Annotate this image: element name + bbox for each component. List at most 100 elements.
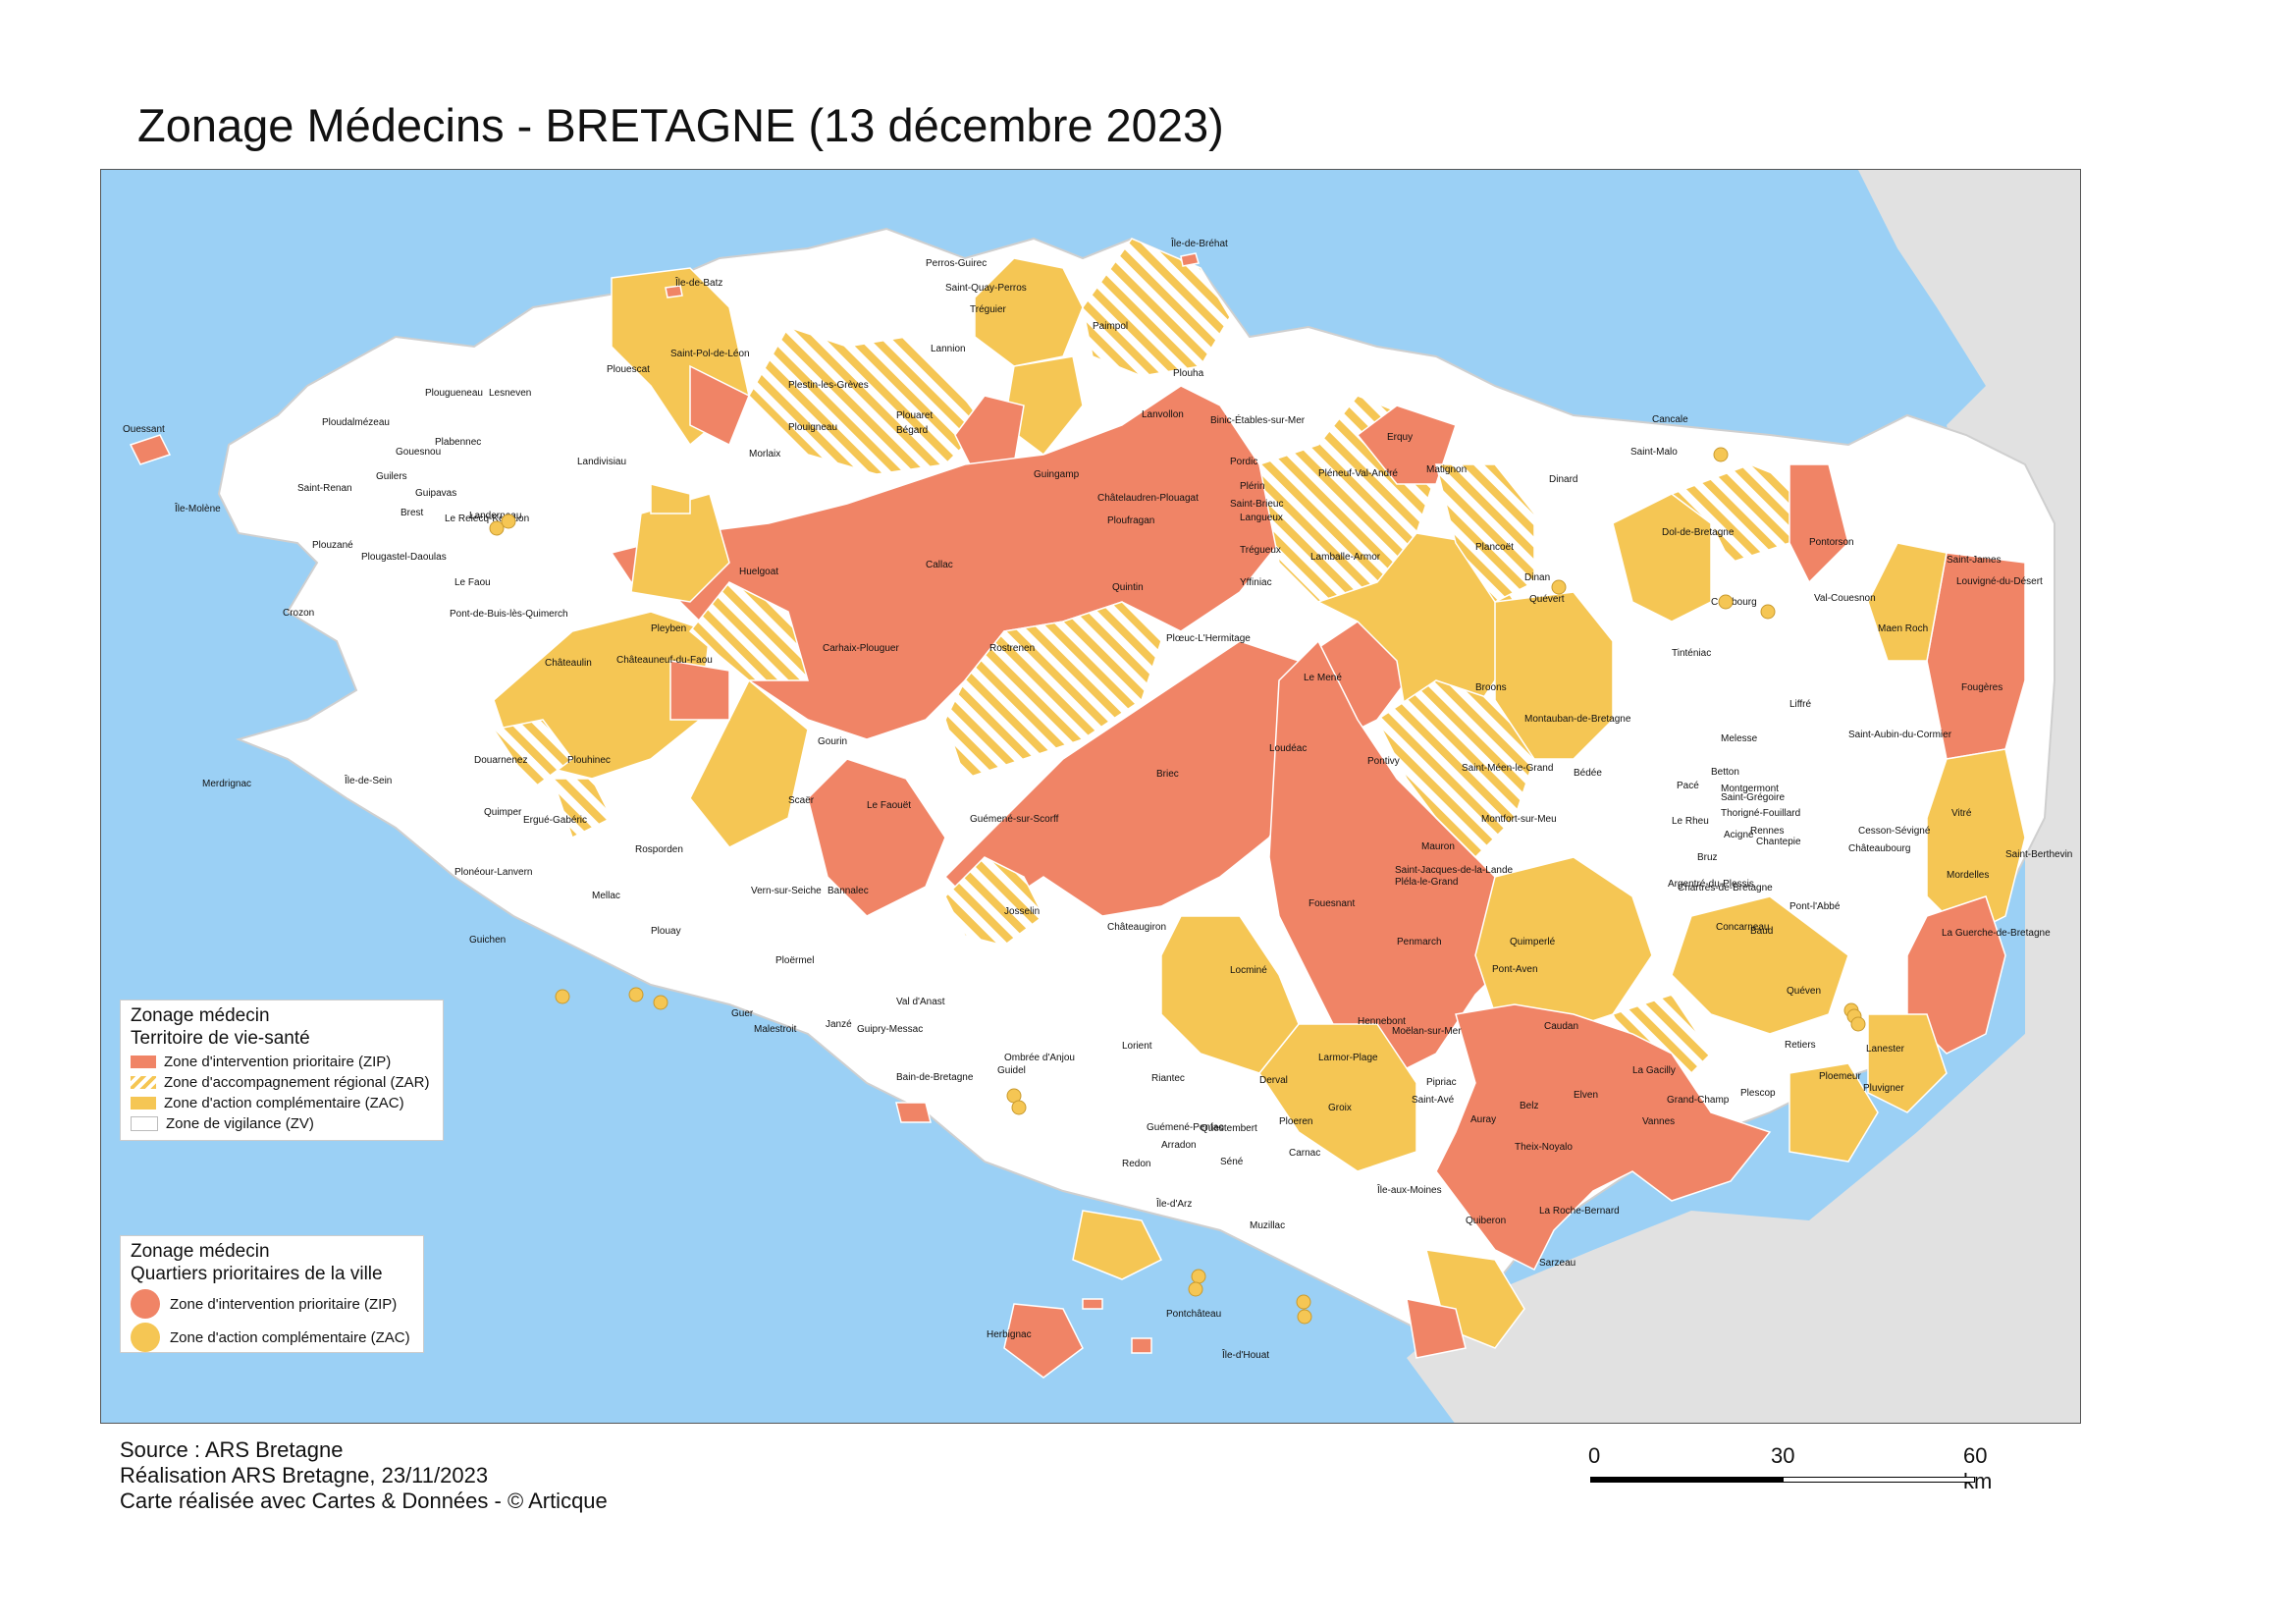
qpv-marker [1011, 1100, 1027, 1115]
place-label: Maen Roch [1878, 623, 1928, 634]
place-label: Broons [1475, 682, 1507, 693]
place-label: Ploudalmézeau [322, 417, 390, 428]
place-label: Betton [1711, 767, 1739, 778]
place-label: Saint-Pol-de-Léon [670, 349, 750, 359]
place-label: Larmor-Plage [1318, 1053, 1378, 1063]
zip-zone-29 [1906, 895, 2006, 1055]
place-label: Quévert [1529, 594, 1565, 605]
place-label: Sarzeau [1539, 1258, 1575, 1269]
place-label: Le Faou [454, 577, 491, 588]
place-label: Quiberon [1466, 1216, 1506, 1226]
place-label: Châtelaudren-Plouagat [1097, 493, 1199, 504]
place-label: Pléneuf-Val-André [1318, 468, 1398, 479]
place-label: Thorigné-Fouillard [1721, 808, 1800, 819]
place-label: Saint-Brieuc [1230, 499, 1283, 510]
legend-quartiers-heading: Zonage médecin [131, 1241, 270, 1262]
place-label: Saint-Aubin-du-Cormier [1848, 730, 1952, 740]
place-label: Hœdic [101, 170, 130, 173]
place-label: Paimpol [1093, 321, 1128, 332]
place-label: Locminé [1230, 965, 1267, 976]
qpv-marker [1191, 1269, 1206, 1284]
map-frame: Île-de-Bréhat Perros-Guirec Île-de-Batz Sai… [100, 169, 2081, 1424]
place-label: Rosporden [635, 844, 683, 855]
place-label: Acigné [1724, 830, 1754, 840]
place-label: Plougueneau [425, 388, 483, 399]
zip-zone-46 [895, 1102, 932, 1123]
credits-realisation: Réalisation ARS Bretagne, 23/11/2023 [120, 1463, 489, 1488]
place-label: Ploërmel [775, 955, 814, 966]
place-label: Loudéac [1269, 743, 1307, 754]
place-label: Ploeren [1279, 1116, 1312, 1127]
place-label: Janzé [826, 1019, 852, 1030]
place-label: Bégard [896, 425, 928, 436]
qpv-marker [1713, 447, 1729, 462]
place-label: Guidel [997, 1065, 1026, 1076]
place-label: Plouzané [312, 540, 353, 551]
place-label: Derval [1259, 1075, 1288, 1086]
place-label: Ombrée d'Anjou [1004, 1053, 1075, 1063]
place-label: Carhaix-Plouguer [823, 643, 899, 654]
neighbour-region-pays-de-la-loire [1407, 1034, 2025, 1423]
place-label: Erquy [1387, 432, 1413, 443]
legend-territoire-subheading: Territoire de vie-santé [131, 1028, 310, 1049]
place-label: Plœuc-L'Hermitage [1166, 633, 1251, 644]
place-label: Montgermont [1721, 784, 1779, 794]
place-label: Callac [926, 560, 953, 570]
place-label: Elven [1574, 1090, 1598, 1101]
place-label: Pontorson [1809, 537, 1854, 548]
place-label: Guingamp [1034, 469, 1080, 480]
place-label: Montfort-sur-Meu [1481, 814, 1557, 825]
legend-item-qpv-zac: Zone d'action complémentaire (ZAC) [131, 1323, 413, 1352]
place-label: Saint-Jacques-de-la-Lande [1395, 865, 1514, 876]
qpv-marker [1296, 1294, 1311, 1310]
qpv-marker [1718, 594, 1734, 610]
place-label: Josselin [1004, 906, 1040, 917]
place-label: Rennes [1750, 826, 1784, 837]
qpv-marker [1551, 579, 1567, 595]
place-label: Pont-l'Abbé [1789, 901, 1841, 912]
credits-software: Carte réalisée avec Cartes & Données - ©… [120, 1489, 608, 1513]
qpv-marker [1297, 1309, 1312, 1325]
place-label: Île-de-Batz [674, 276, 722, 289]
legend-territoire: Zonage médecin Territoire de vie-santé Z… [120, 1000, 444, 1141]
place-label: Pont-Aven [1492, 964, 1538, 975]
place-label: Muzillac [1250, 1220, 1285, 1231]
place-label: Plérin [1240, 481, 1265, 492]
place-label: Bruz [1697, 852, 1718, 863]
place-label: Le Faouët [867, 800, 911, 811]
credits: Source : ARS Bretagne Réalisation ARS Br… [120, 1437, 608, 1514]
place-label: Quéven [1787, 986, 1821, 997]
place-label: Bain-de-Bretagne [896, 1072, 974, 1083]
legend-item-qpv-zip: Zone d'intervention prioritaire (ZIP) [131, 1289, 413, 1319]
place-label: Merdrignac [202, 779, 251, 789]
qpv-marker [628, 987, 644, 1002]
zac-zone-30 [1671, 895, 1849, 1035]
place-label: Bannalec [828, 886, 869, 896]
zar-zone-3 [1082, 238, 1231, 377]
place-label: Caudan [1544, 1021, 1578, 1032]
place-label: Chantepie [1756, 837, 1801, 847]
zar-zone-21 [1435, 463, 1535, 603]
place-label: Plancoët [1475, 542, 1514, 553]
place-label: Mellac [592, 891, 620, 901]
scale-label-60: 60 km [1963, 1443, 1993, 1493]
legend-item-zac: Zone d'action complémentaire (ZAC) [131, 1095, 433, 1111]
place-label: Plonéour-Lanvern [454, 867, 533, 878]
place-label: Plouay [651, 926, 681, 937]
legend-quartiers: Zonage médecin Quartiers prioritaires de… [120, 1235, 424, 1353]
qpv-marker [1760, 604, 1776, 620]
zip-zone-25 [1789, 463, 1849, 584]
zip-zone-48 [1082, 1298, 1103, 1310]
qpv-marker [1850, 1016, 1866, 1032]
zar-zone-41 [551, 778, 614, 839]
place-label: Crozon [283, 608, 314, 619]
place-label: Cancale [1652, 414, 1688, 425]
place-label: Guémené-Penfao [1147, 1122, 1224, 1133]
place-label: Plouaret [896, 410, 933, 421]
place-label: Le Rheu [1672, 816, 1709, 827]
place-label: Pleyben [651, 623, 686, 634]
place-label: Plestin-les-Grèves [788, 380, 869, 391]
place-label: Yffiniac [1240, 577, 1272, 588]
place-label: Baud [1750, 926, 1773, 937]
place-label: Mordelles [1947, 870, 1989, 881]
